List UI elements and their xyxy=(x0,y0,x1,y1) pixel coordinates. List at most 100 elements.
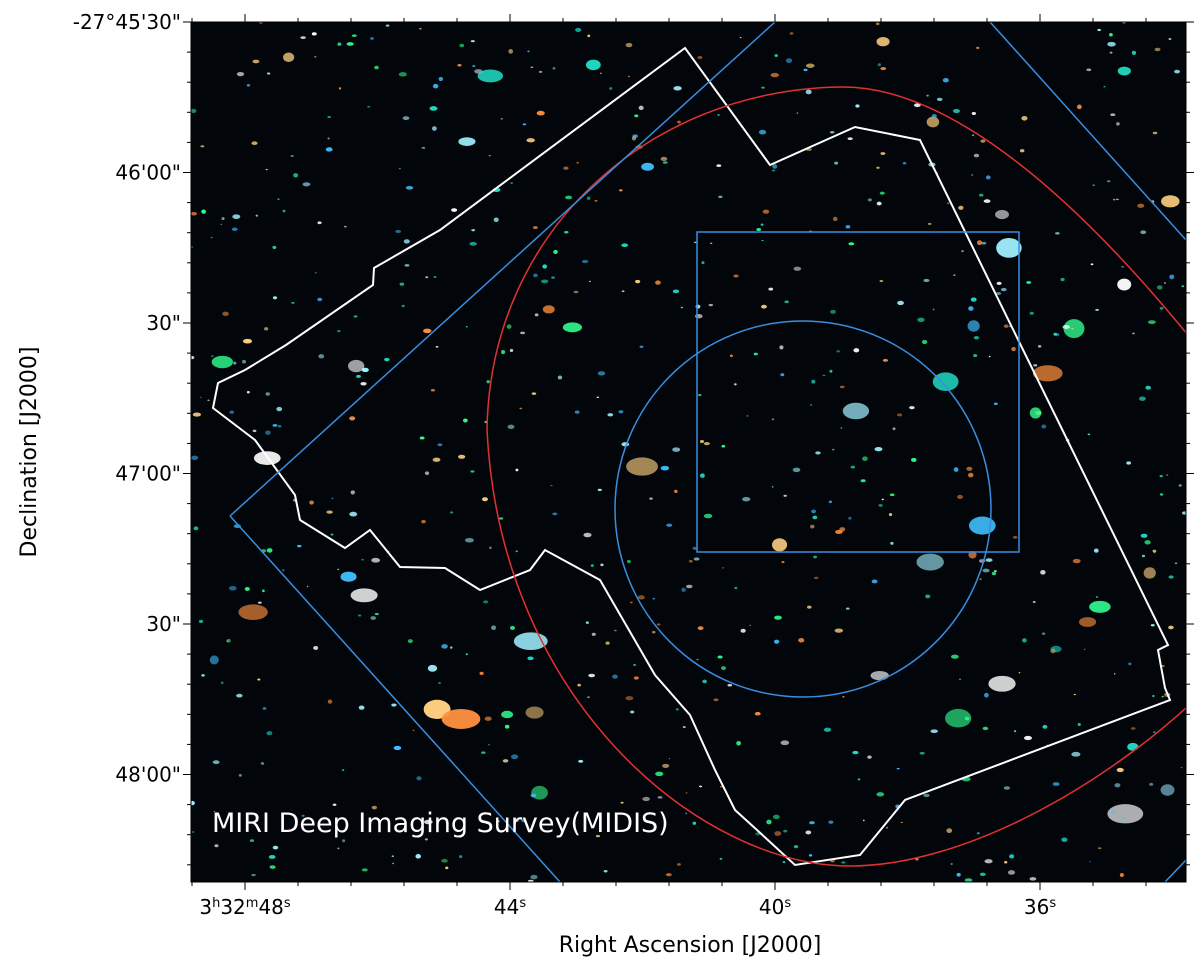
source xyxy=(692,546,698,550)
source xyxy=(384,357,390,362)
source xyxy=(685,812,688,815)
source xyxy=(255,214,258,217)
source xyxy=(942,77,949,83)
source xyxy=(531,785,548,800)
source xyxy=(432,126,437,131)
source xyxy=(520,331,526,335)
source xyxy=(531,392,537,395)
source xyxy=(550,484,553,487)
source xyxy=(458,454,466,459)
source xyxy=(596,396,600,398)
source xyxy=(405,185,414,190)
source xyxy=(945,708,972,728)
source xyxy=(506,324,512,329)
source xyxy=(557,375,563,380)
source xyxy=(367,105,371,108)
source xyxy=(399,168,401,170)
source xyxy=(828,500,833,504)
blue-rect xyxy=(696,231,1020,553)
source xyxy=(391,855,394,858)
source xyxy=(293,173,299,178)
source xyxy=(976,46,980,49)
source xyxy=(896,767,900,770)
annotation: MIRI Deep Imaging Survey(MIDIS) xyxy=(212,808,669,839)
source xyxy=(583,532,592,538)
source xyxy=(1174,562,1178,565)
source xyxy=(950,654,959,659)
source xyxy=(871,579,878,584)
source xyxy=(565,195,573,200)
source xyxy=(236,693,243,698)
source xyxy=(991,571,997,576)
source xyxy=(416,776,422,781)
x-tick-label-part: 44 xyxy=(494,895,519,919)
source xyxy=(682,726,686,728)
source xyxy=(805,89,812,95)
source xyxy=(793,845,799,849)
source xyxy=(971,134,975,136)
source xyxy=(458,137,476,146)
source xyxy=(832,448,835,451)
source xyxy=(996,238,1022,258)
source xyxy=(713,698,719,702)
source xyxy=(666,523,673,527)
source xyxy=(761,239,764,242)
source xyxy=(191,212,197,216)
source xyxy=(968,306,974,311)
source xyxy=(1110,811,1116,814)
source xyxy=(519,407,523,410)
source xyxy=(971,174,974,176)
source xyxy=(233,361,237,365)
source xyxy=(923,793,930,798)
source xyxy=(931,114,937,118)
source xyxy=(734,586,738,590)
source xyxy=(266,72,271,75)
source xyxy=(932,308,935,311)
source xyxy=(472,64,476,68)
source xyxy=(1169,274,1175,280)
source xyxy=(515,550,518,553)
source xyxy=(892,427,896,431)
source xyxy=(1117,278,1132,291)
source xyxy=(211,355,214,357)
miri-footprint xyxy=(211,46,1172,867)
source xyxy=(1089,600,1111,613)
source xyxy=(771,169,776,172)
source xyxy=(1132,332,1135,335)
source xyxy=(652,597,655,600)
blue-line xyxy=(989,22,1186,241)
source xyxy=(533,273,538,278)
source xyxy=(498,517,504,520)
source xyxy=(521,818,526,823)
source xyxy=(692,821,697,825)
source xyxy=(1009,854,1015,859)
source xyxy=(297,544,302,548)
source xyxy=(358,705,365,710)
source xyxy=(729,354,733,358)
source xyxy=(486,380,490,384)
source xyxy=(404,264,410,267)
source xyxy=(911,457,917,462)
source xyxy=(717,114,720,116)
source xyxy=(697,394,702,397)
source xyxy=(264,327,269,331)
source xyxy=(361,868,368,872)
source xyxy=(1012,535,1018,539)
source xyxy=(773,639,780,644)
source xyxy=(768,287,774,291)
source xyxy=(419,436,425,440)
source xyxy=(993,402,998,405)
source xyxy=(252,429,257,433)
source xyxy=(836,350,841,353)
source xyxy=(874,447,883,452)
source xyxy=(657,796,663,799)
source xyxy=(262,707,267,710)
source xyxy=(407,639,413,644)
sky-image xyxy=(191,22,1186,882)
source xyxy=(587,34,591,38)
source xyxy=(1086,68,1092,72)
source xyxy=(952,109,960,114)
source xyxy=(1077,104,1082,110)
source xyxy=(1078,617,1097,627)
source xyxy=(792,467,801,473)
